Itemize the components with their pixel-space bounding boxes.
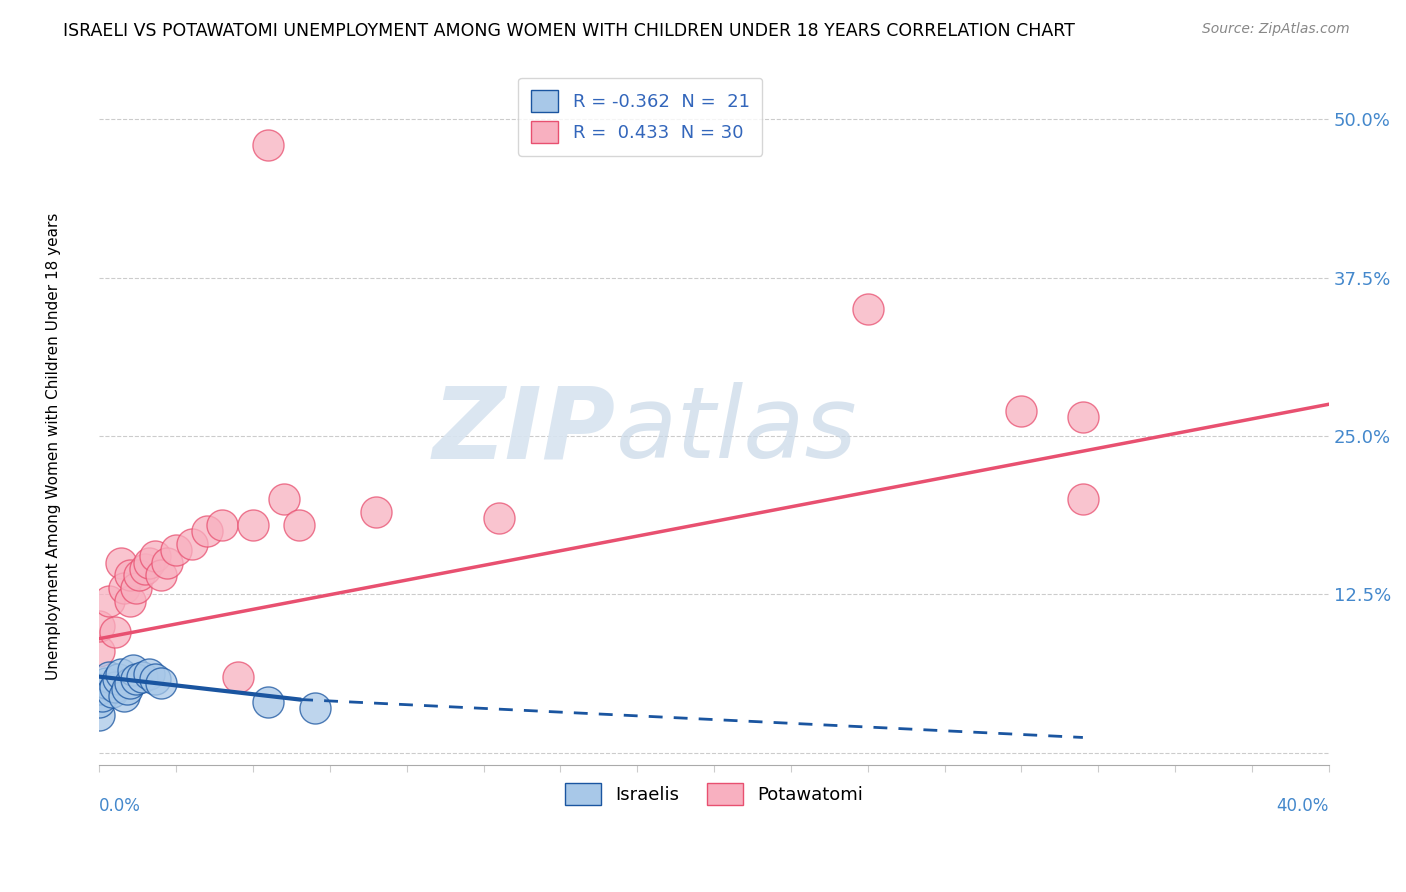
Point — [211, 517, 233, 532]
Point — [104, 625, 127, 640]
Point — [856, 302, 879, 317]
Point — [94, 676, 117, 690]
Point — [110, 667, 132, 681]
Point — [364, 505, 387, 519]
Point — [128, 568, 150, 582]
Point — [125, 581, 148, 595]
Point — [195, 524, 218, 538]
Point — [138, 667, 160, 681]
Point — [112, 689, 135, 703]
Text: 0.0%: 0.0% — [100, 797, 141, 815]
Point — [122, 663, 145, 677]
Point — [1010, 403, 1032, 417]
Point — [104, 680, 127, 694]
Point — [1071, 492, 1094, 507]
Point — [125, 672, 148, 686]
Point — [149, 676, 172, 690]
Point — [156, 556, 179, 570]
Point — [165, 543, 187, 558]
Point — [89, 619, 111, 633]
Point — [134, 562, 156, 576]
Point — [138, 556, 160, 570]
Point — [120, 676, 142, 690]
Text: 40.0%: 40.0% — [1277, 797, 1329, 815]
Point — [120, 568, 142, 582]
Point — [180, 536, 202, 550]
Point — [488, 511, 510, 525]
Point — [89, 682, 111, 697]
Legend: Israelis, Potawatomi: Israelis, Potawatomi — [558, 775, 870, 812]
Point — [89, 707, 111, 722]
Text: atlas: atlas — [616, 383, 858, 479]
Point — [110, 556, 132, 570]
Point — [273, 492, 295, 507]
Point — [131, 670, 153, 684]
Text: ZIP: ZIP — [433, 383, 616, 479]
Point — [143, 672, 166, 686]
Point — [91, 689, 114, 703]
Point — [304, 701, 326, 715]
Text: ISRAELI VS POTAWATOMI UNEMPLOYMENT AMONG WOMEN WITH CHILDREN UNDER 18 YEARS CORR: ISRAELI VS POTAWATOMI UNEMPLOYMENT AMONG… — [63, 22, 1076, 40]
Point — [115, 682, 138, 697]
Point — [107, 672, 129, 686]
Point — [143, 549, 166, 564]
Point — [89, 644, 111, 658]
Point — [242, 517, 264, 532]
Point — [226, 670, 249, 684]
Point — [257, 137, 280, 152]
Point — [257, 695, 280, 709]
Point — [288, 517, 311, 532]
Text: Source: ZipAtlas.com: Source: ZipAtlas.com — [1202, 22, 1350, 37]
Point — [112, 581, 135, 595]
Point — [97, 670, 120, 684]
Text: Unemployment Among Women with Children Under 18 years: Unemployment Among Women with Children U… — [46, 212, 60, 680]
Point — [120, 593, 142, 607]
Point — [100, 685, 122, 699]
Point — [149, 568, 172, 582]
Point — [89, 695, 111, 709]
Point — [97, 593, 120, 607]
Point — [1071, 409, 1094, 424]
